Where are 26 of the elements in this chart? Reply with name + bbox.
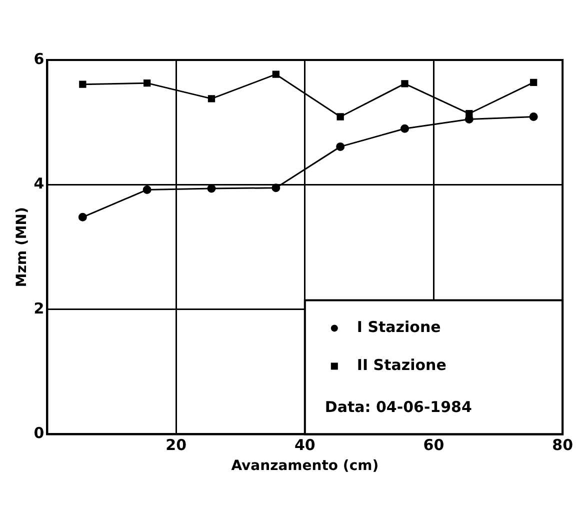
x-tick-label: 20 (166, 436, 187, 454)
y-axis-title: Mzm (MN) (14, 207, 30, 288)
y-tick-label: 0 (34, 424, 44, 442)
point (142, 185, 152, 194)
x-tick-label: 80 (552, 436, 573, 454)
legend-label: II Stazione (356, 356, 446, 374)
point (401, 80, 408, 88)
point (79, 80, 86, 88)
point (529, 112, 538, 122)
annotation: Data: 04-06-1984 (324, 398, 472, 416)
y-tick-label: 4 (34, 174, 44, 193)
point (400, 124, 409, 133)
point (336, 113, 344, 120)
point (272, 184, 280, 192)
legend-label: I Stazione (356, 318, 441, 336)
x-axis-title: Avanzamento (cm) (231, 458, 379, 474)
x-tick-label: 40 (294, 436, 316, 454)
x-tick-label: 60 (423, 436, 444, 454)
point (144, 79, 151, 87)
point (208, 95, 216, 102)
point (272, 70, 280, 78)
y-tick-label: 6 (34, 50, 44, 68)
point (78, 212, 87, 222)
point (530, 78, 538, 86)
y-tick-label: 2 (34, 299, 44, 318)
point (336, 142, 345, 151)
